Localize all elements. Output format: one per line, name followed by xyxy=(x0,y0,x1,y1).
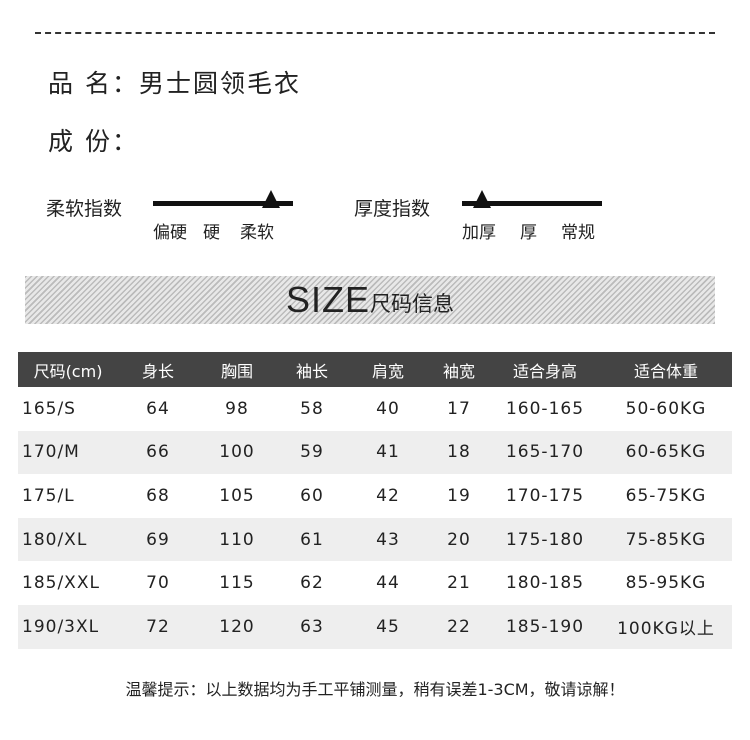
table-cell: 59 xyxy=(276,430,348,475)
table-cell: 180-185 xyxy=(505,573,585,594)
column-header: 袖宽 xyxy=(428,352,490,387)
table-cell: 98 xyxy=(225,398,249,419)
composition: 成 份： xyxy=(48,122,139,158)
table-cell: 100KG以上 xyxy=(600,604,732,649)
column-header: 适合体重 xyxy=(600,352,732,387)
table-cell: 160-165 xyxy=(505,398,585,419)
table-row: 165/S 64 98 58 40 17 160-165 50-60KG xyxy=(18,387,732,431)
softness-tick: 硬 xyxy=(203,223,220,243)
table-cell: 85-95KG xyxy=(625,573,707,594)
table-cell: 100 xyxy=(198,430,276,475)
table-cell: 66 xyxy=(118,430,198,475)
table-row: 170/M 66 100 59 41 18 165-170 60-65KG xyxy=(18,430,732,475)
thickness-tick: 厚 xyxy=(520,223,537,243)
column-header: 尺码(cm) xyxy=(18,352,118,387)
product-name-value: 男士圆领毛衣 xyxy=(138,69,301,98)
table-cell: 19 xyxy=(447,485,471,506)
table-cell: 62 xyxy=(300,573,324,594)
table-header: 尺码(cm) 身长 胸围 袖长 肩宽 袖宽 适合身高 适合体重 xyxy=(18,352,732,387)
thickness-indicator-icon xyxy=(473,190,491,208)
table-cell: 20 xyxy=(428,517,490,562)
composition-label: 成 份： xyxy=(48,127,139,156)
thickness-label: 厚度指数 xyxy=(354,198,431,220)
thickness-tick: 常规 xyxy=(561,223,595,243)
softness-indicator-icon xyxy=(262,190,280,208)
table-cell: 180/XL xyxy=(18,517,118,562)
table-cell: 65-75KG xyxy=(625,485,707,506)
table-cell: 115 xyxy=(219,573,255,594)
table-cell: 120 xyxy=(198,604,276,649)
table-row: 185/XXL 70 115 62 44 21 180-185 85-95KG xyxy=(18,561,732,605)
thickness-ticks: 加厚 厚 常规 xyxy=(462,218,595,243)
table-cell: 165/S xyxy=(22,398,76,419)
column-header: 肩宽 xyxy=(348,352,428,387)
softness-scale-bar xyxy=(153,201,293,206)
column-header: 身长 xyxy=(118,352,198,387)
table-cell: 43 xyxy=(348,517,428,562)
table-cell: 50-60KG xyxy=(625,398,707,419)
size-banner: SIZE 尺码信息 xyxy=(25,276,715,324)
thickness-tick: 加厚 xyxy=(462,223,496,243)
table-cell: 185-190 xyxy=(490,604,600,649)
column-header: 胸围 xyxy=(198,352,276,387)
table-cell: 69 xyxy=(118,517,198,562)
product-name-label: 品 名： xyxy=(48,69,139,98)
table-cell: 22 xyxy=(428,604,490,649)
table-cell: 170-175 xyxy=(505,485,585,506)
table-row: 175/L 68 105 60 42 19 170-175 65-75KG xyxy=(18,474,732,518)
table-cell: 170/M xyxy=(18,430,118,475)
size-table: 尺码(cm) 身长 胸围 袖长 肩宽 袖宽 适合身高 适合体重 165/S 64 98 58 40 17… xyxy=(18,352,732,649)
product-name: 品 名：男士圆领毛衣 xyxy=(48,64,301,100)
table-cell: 41 xyxy=(348,430,428,475)
table-cell: 185/XXL xyxy=(22,573,100,594)
table-cell: 42 xyxy=(376,485,400,506)
table-cell: 40 xyxy=(376,398,400,419)
table-cell: 165-170 xyxy=(490,430,600,475)
banner-subtitle: 尺码信息 xyxy=(370,292,454,316)
table-cell: 64 xyxy=(146,398,170,419)
softness-tick: 柔软 xyxy=(240,223,274,243)
softness-tick: 偏硬 xyxy=(153,223,187,243)
table-cell: 68 xyxy=(146,485,170,506)
table-cell: 175/L xyxy=(22,485,75,506)
table-row: 180/XL 69 110 61 43 20 175-180 75-85KG xyxy=(18,517,732,562)
softness-label: 柔软指数 xyxy=(46,198,123,220)
table-cell: 110 xyxy=(198,517,276,562)
column-header: 袖长 xyxy=(276,352,348,387)
table-cell: 61 xyxy=(276,517,348,562)
table-cell: 45 xyxy=(348,604,428,649)
column-header: 适合身高 xyxy=(490,352,600,387)
table-cell: 105 xyxy=(219,485,255,506)
table-cell: 72 xyxy=(118,604,198,649)
table-cell: 60 xyxy=(300,485,324,506)
table-cell: 60-65KG xyxy=(600,430,732,475)
softness-ticks: 偏硬 硬 柔软 xyxy=(153,218,274,243)
table-cell: 190/3XL xyxy=(18,604,118,649)
table-cell: 63 xyxy=(276,604,348,649)
table-cell: 58 xyxy=(300,398,324,419)
table-cell: 17 xyxy=(447,398,471,419)
table-cell: 44 xyxy=(376,573,400,594)
table-row: 190/3XL 72 120 63 45 22 185-190 100KG以上 xyxy=(18,604,732,649)
table-cell: 75-85KG xyxy=(600,517,732,562)
table-cell: 175-180 xyxy=(490,517,600,562)
dashed-divider xyxy=(35,32,715,34)
table-cell: 21 xyxy=(447,573,471,594)
table-cell: 70 xyxy=(146,573,170,594)
thickness-scale-bar xyxy=(462,201,602,206)
banner-title: SIZE xyxy=(285,279,370,320)
footer-note: 温馨提示：以上数据均为手工平铺测量，稍有误差1-3CM，敬请谅解！ xyxy=(125,680,625,699)
table-cell: 18 xyxy=(428,430,490,475)
